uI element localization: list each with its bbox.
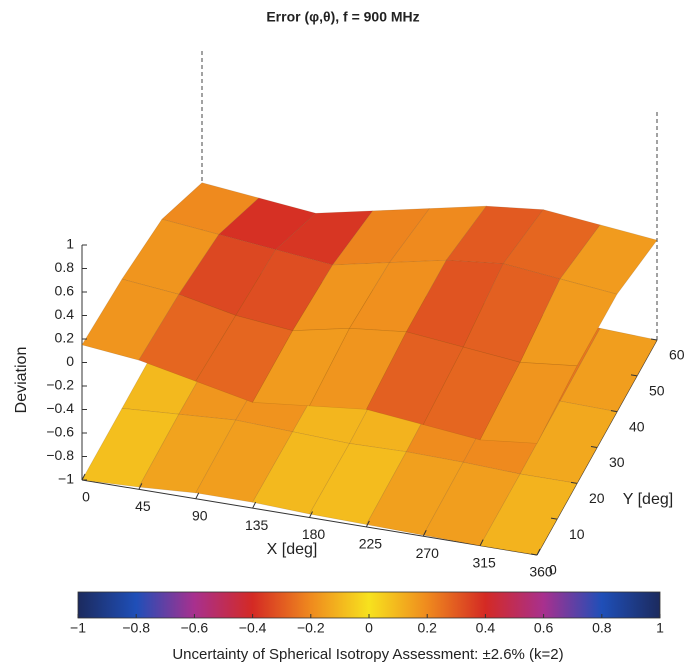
colorbar-tick-label: −1: [70, 620, 86, 636]
x-tick-label: 45: [135, 498, 151, 514]
colorbar-tick-label: 0.2: [417, 620, 437, 636]
z-tick-label: −0.6: [46, 424, 74, 440]
colorbar-tick-label: −0.6: [181, 620, 209, 636]
x-tick: [81, 473, 86, 481]
y-tick: [610, 410, 618, 413]
y-tick: [590, 446, 598, 448]
z-tick-label: −0.4: [46, 400, 74, 416]
z-tick-label: 0.4: [55, 306, 75, 322]
chart-title: Error (φ,θ), f = 900 MHz: [266, 9, 419, 25]
colorbar-tick-label: −0.2: [297, 620, 325, 636]
y-axis-label: Y [deg]: [623, 491, 673, 508]
y-tick-label: 50: [649, 383, 665, 399]
z-tick-label: 0.2: [55, 330, 75, 346]
x-tick-label: 0: [82, 489, 90, 505]
y-tick: [550, 517, 558, 520]
x-tick-label: 135: [245, 517, 269, 533]
y-tick-label: 10: [569, 526, 585, 542]
y-tick: [630, 374, 638, 377]
x-tick: [195, 492, 200, 499]
y-tick-label: 40: [629, 418, 645, 434]
x-tick: [365, 520, 370, 528]
x-tick-label: 180: [302, 526, 326, 542]
colorbar-tick-label: −0.8: [122, 620, 150, 636]
x-tick-label: 360: [529, 564, 553, 580]
z-tick-label: 0: [66, 353, 74, 369]
x-tick-label: 225: [359, 536, 383, 552]
y-tick-label: 0: [549, 562, 557, 578]
x-tick: [138, 483, 143, 490]
x-tick: [536, 548, 541, 556]
x-tick-label: 270: [416, 545, 440, 561]
surface-patch: [479, 362, 578, 444]
surface-patch: [559, 224, 658, 295]
z-tick-label: −0.8: [46, 447, 74, 463]
y-tick-label: 20: [589, 490, 605, 506]
colorbar-tick-label: 1: [656, 620, 664, 636]
y-tick: [650, 338, 658, 341]
z-tick-label: 1: [66, 236, 74, 252]
y-tick-label: 60: [669, 347, 685, 363]
z-tick-label: −0.2: [46, 377, 74, 393]
x-axis-label: X [deg]: [267, 541, 318, 558]
x-tick-label: 90: [192, 507, 208, 523]
y-tick: [530, 553, 538, 556]
z-axis-label: Deviation: [13, 347, 30, 414]
x-tick: [252, 501, 257, 509]
colorbar-tick-label: 0.4: [476, 620, 496, 636]
z-tick-label: 0.8: [55, 259, 75, 275]
x-tick: [422, 530, 427, 537]
colorbar-tick-label: −0.4: [239, 620, 267, 636]
x-tick-label: 315: [472, 554, 496, 570]
colorbar-tick-label: 0.6: [534, 620, 554, 636]
z-tick-label: 0.6: [55, 283, 75, 299]
colorbar-tick-label: 0: [365, 620, 373, 636]
colorbar-tick-label: 0.8: [592, 620, 612, 636]
x-tick: [309, 511, 313, 518]
y-tick: [570, 481, 578, 484]
z-tick-label: −1: [58, 471, 74, 487]
y-tick-label: 30: [609, 454, 625, 470]
colorbar-label: Uncertainty of Spherical Isotropy Assess…: [172, 646, 563, 663]
x-tick: [479, 539, 484, 546]
